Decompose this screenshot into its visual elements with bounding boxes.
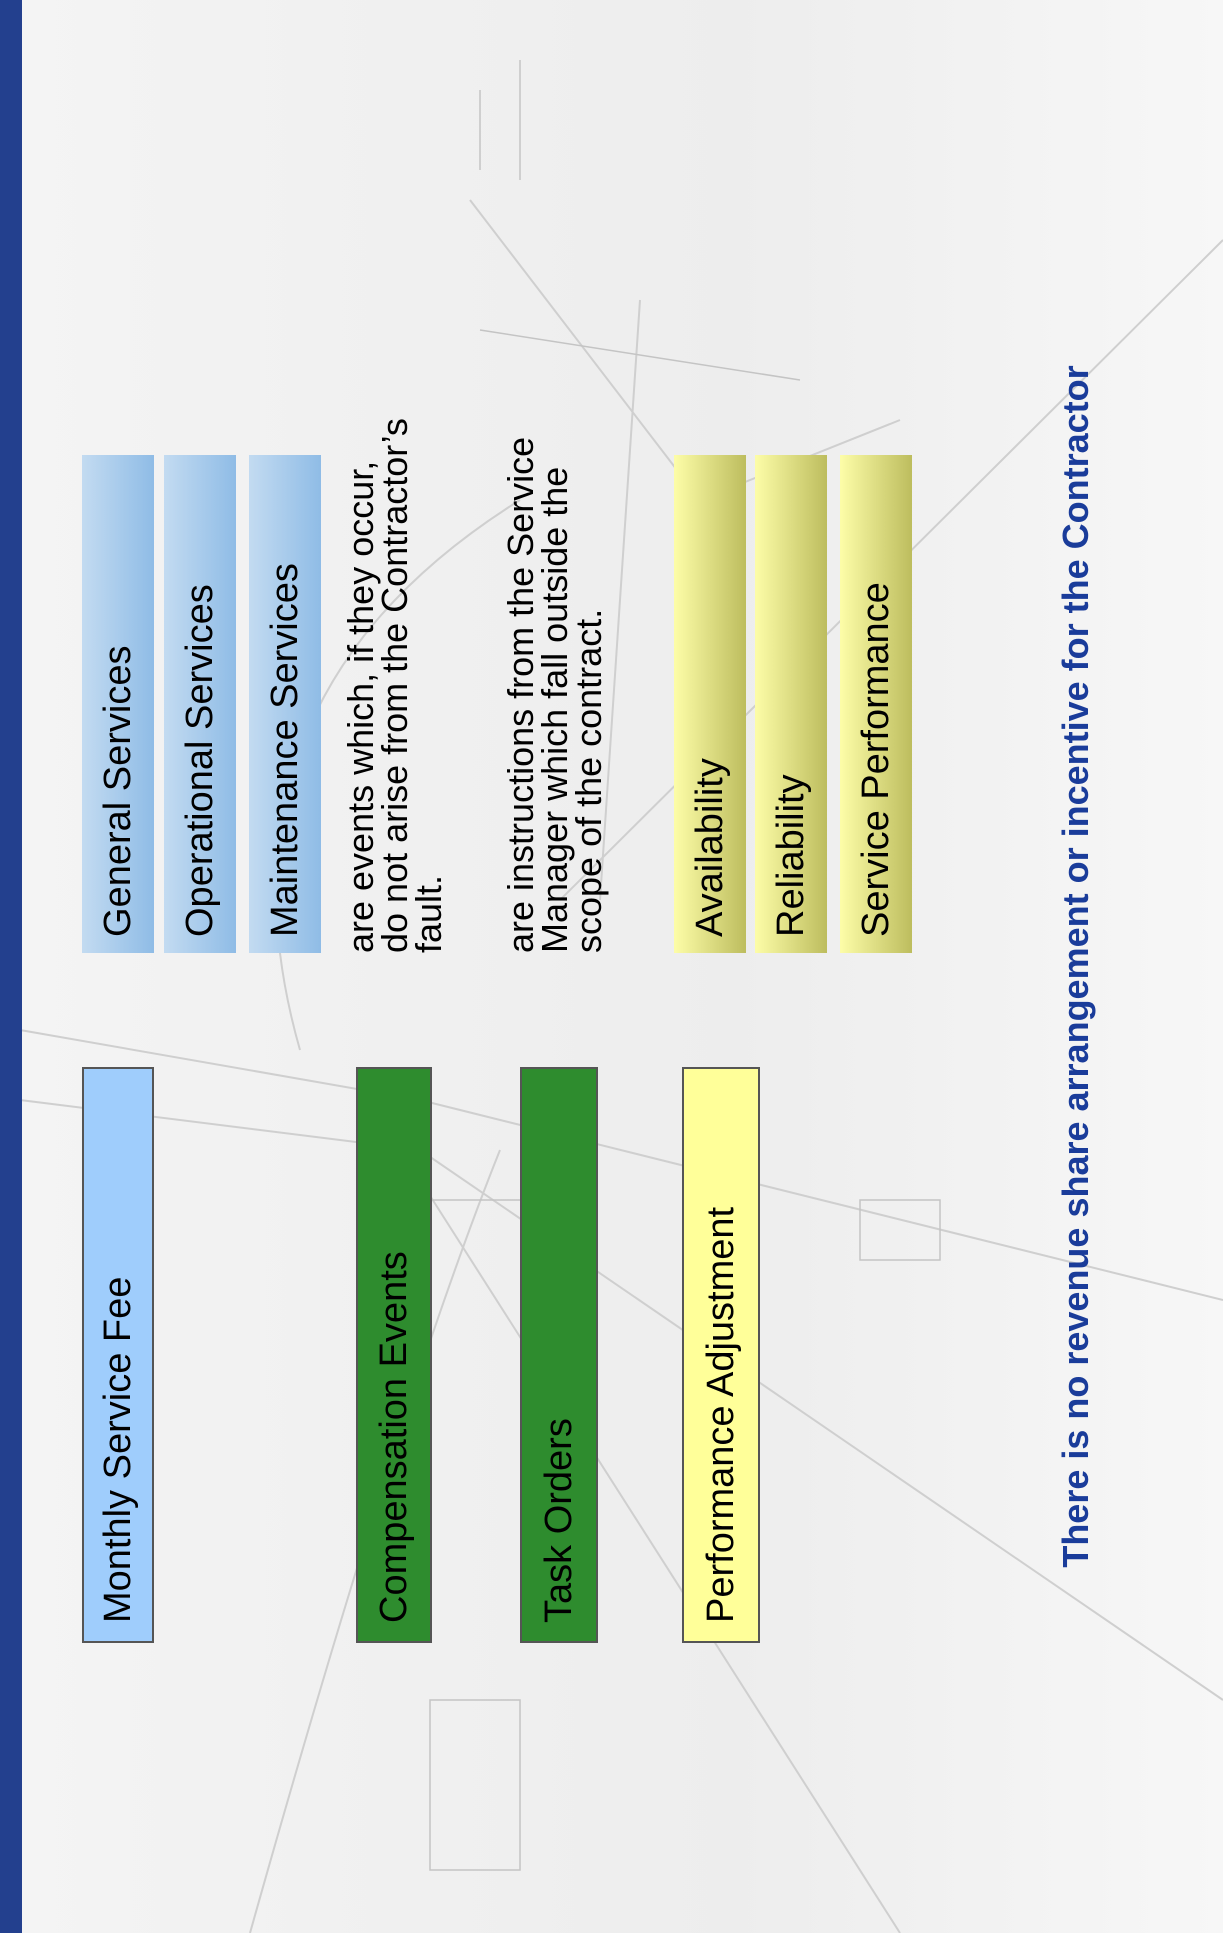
- reliability-label: Reliability: [769, 774, 812, 937]
- monthly-service-fee-label: Monthly Service Fee: [96, 1276, 139, 1623]
- task-orders-description: are instructions from the Service Manage…: [500, 436, 609, 953]
- availability-label: Availability: [688, 758, 731, 937]
- service-performance-label: Service Performance: [854, 582, 897, 937]
- task-orders-box: Task Orders: [520, 1067, 598, 1643]
- performance-adjustment-box: Performance Adjustment: [682, 1067, 760, 1643]
- availability-box: Availability: [674, 455, 746, 953]
- compensation-events-box: Compensation Events: [356, 1067, 432, 1643]
- compensation-events-label: Compensation Events: [372, 1251, 415, 1623]
- reliability-box: Reliability: [755, 455, 827, 953]
- monthly-service-fee-box: Monthly Service Fee: [82, 1067, 154, 1643]
- maintenance-services-label: Maintenance Services: [263, 563, 306, 937]
- compensation-events-description: are events which, if they occur, do not …: [340, 418, 449, 953]
- general-services-label: General Services: [96, 645, 139, 937]
- operational-services-label: Operational Services: [178, 584, 221, 937]
- operational-services-box: Operational Services: [164, 455, 236, 953]
- task-orders-label: Task Orders: [537, 1418, 580, 1623]
- maintenance-services-box: Maintenance Services: [249, 455, 321, 953]
- service-performance-box: Service Performance: [840, 455, 912, 953]
- general-services-box: General Services: [82, 455, 154, 953]
- accent-stripe: [0, 0, 22, 1933]
- footer-note: There is no revenue share arrangement or…: [1055, 365, 1096, 1568]
- performance-adjustment-label: Performance Adjustment: [699, 1206, 742, 1623]
